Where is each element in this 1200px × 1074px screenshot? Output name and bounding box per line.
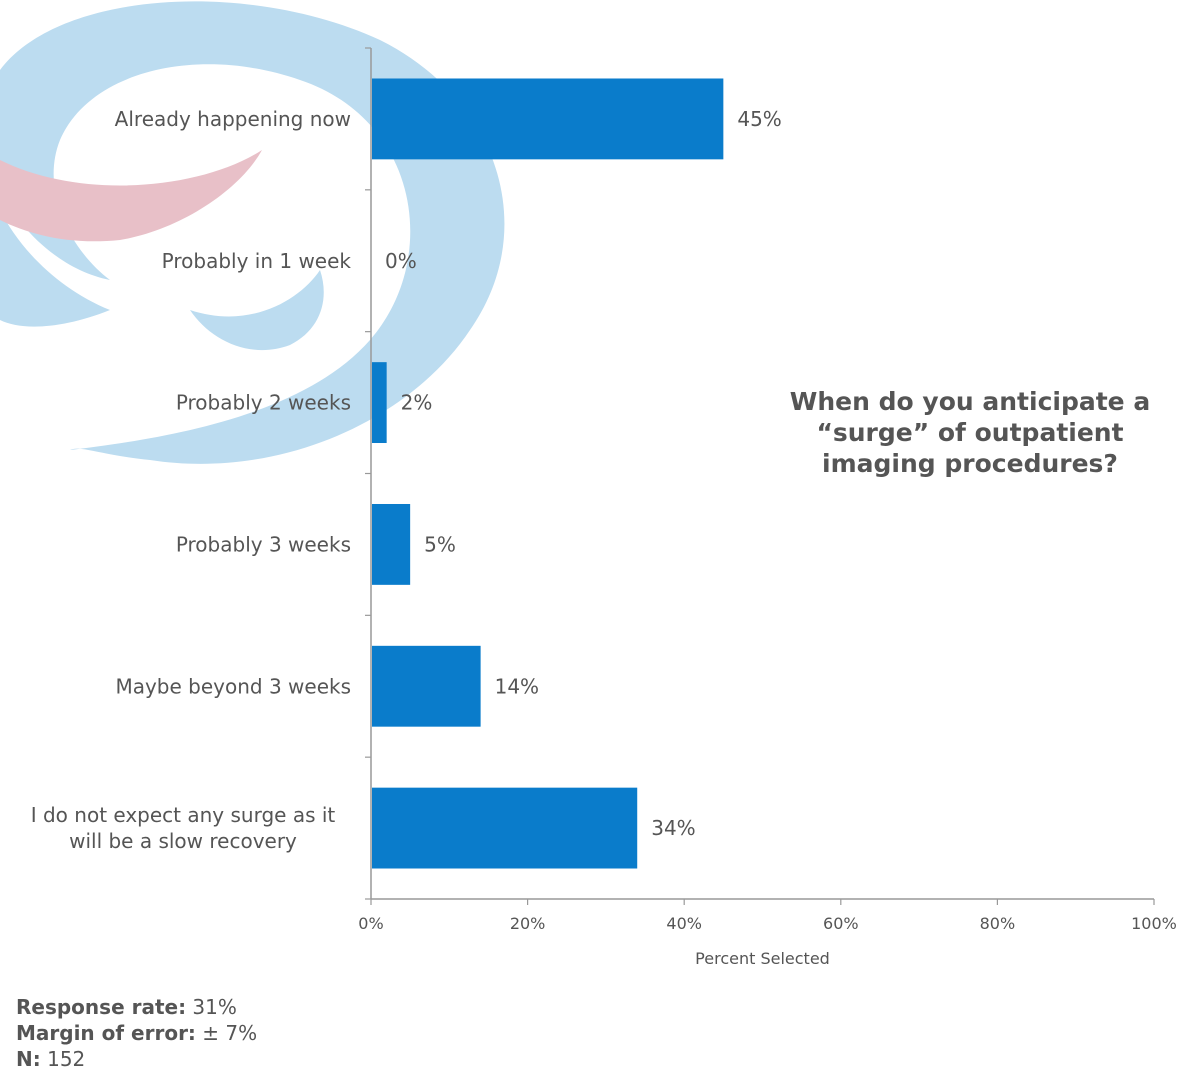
category-label: Probably in 1 week: [162, 249, 352, 273]
value-label: 5%: [424, 532, 456, 556]
sample-size-label: N:: [16, 1047, 41, 1071]
margin-of-error-label: Margin of error:: [16, 1021, 196, 1045]
response-rate: Response rate: 31%: [16, 994, 257, 1020]
category-label: Maybe beyond 3 weeks: [115, 674, 351, 698]
response-rate-label: Response rate:: [16, 995, 187, 1019]
category-label: Already happening now: [115, 107, 351, 131]
response-rate-value: 31%: [186, 995, 237, 1019]
margin-of-error: Margin of error: ± 7%: [16, 1020, 257, 1046]
watermark-swirl-blue-left: [0, 210, 110, 327]
category-label: I do not expect any surge as it: [31, 803, 336, 827]
watermark-swirl-blue-inner: [190, 270, 324, 351]
value-label: 34%: [651, 816, 695, 840]
bar: [372, 787, 638, 869]
bar: [372, 78, 724, 160]
margin-of-error-value: ± 7%: [195, 1021, 258, 1045]
x-tick-label: 40%: [666, 914, 702, 933]
value-label: 2%: [401, 391, 433, 415]
value-label: 45%: [737, 107, 781, 131]
x-tick-label: 0%: [358, 914, 383, 933]
category-label: will be a slow recovery: [69, 829, 297, 853]
survey-stats: Response rate: 31% Margin of error: ± 7%…: [16, 994, 257, 1072]
category-label: Probably 2 weeks: [176, 391, 351, 415]
category-label: Probably 3 weeks: [176, 532, 351, 556]
sample-size: N: 152: [16, 1046, 257, 1072]
value-label: 14%: [495, 674, 539, 698]
x-tick-label: 20%: [510, 914, 546, 933]
value-label: 0%: [385, 249, 417, 273]
x-tick-label: 60%: [823, 914, 859, 933]
x-tick-label: 100%: [1131, 914, 1177, 933]
chart-title: When do you anticipate a “surge” of outp…: [789, 387, 1151, 478]
watermark-swirl-pink: [0, 150, 262, 242]
sample-size-value: 152: [40, 1047, 86, 1071]
bar: [372, 503, 411, 585]
x-tick-label: 80%: [980, 914, 1016, 933]
bar: [372, 362, 387, 444]
x-axis-title: Percent Selected: [695, 949, 830, 968]
bar: [372, 645, 481, 727]
